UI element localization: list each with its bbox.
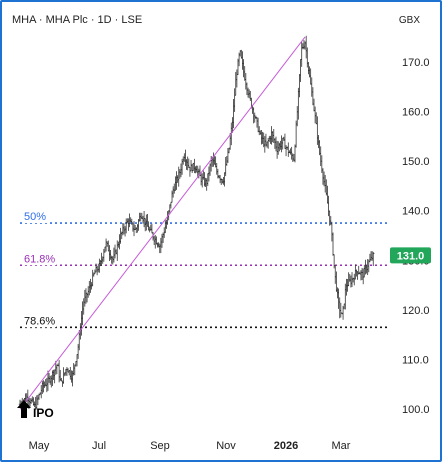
last-price-group: 131.0 <box>390 247 431 264</box>
y-tick-label: 100.0 <box>402 404 430 416</box>
ipo-label: IPO <box>33 406 54 420</box>
x-tick-label: Sep <box>150 440 170 452</box>
price-chart[interactable]: MHA · MHA Plc · 1D · LSE GBX 50% 61.8% 78.… <box>2 2 440 460</box>
y-tick-label: 170.0 <box>402 57 430 69</box>
fib-label-bg <box>23 315 57 328</box>
y-tick-label: 120.0 <box>402 305 430 317</box>
chart-title: MHA · MHA Plc · 1D · LSE <box>12 14 142 26</box>
x-tick-label: May <box>29 440 50 452</box>
x-tick-label: Jul <box>92 440 106 452</box>
fibonacci-levels: 50% 61.8% 78.6% <box>20 211 388 329</box>
trend-line-group <box>19 36 306 410</box>
fib-level-label: 61.8% <box>24 253 55 265</box>
up-arrow-icon <box>17 400 31 418</box>
x-tick-label: 2026 <box>274 440 298 452</box>
currency-label: GBX <box>399 15 420 26</box>
x-tick-label: Mar <box>332 440 351 452</box>
fib-label-bg <box>23 253 57 266</box>
annotation-group: IPO <box>17 400 54 420</box>
last-price-badge <box>390 247 431 264</box>
x-tick-label: Nov <box>216 440 236 452</box>
last-price-label: 131.0 <box>397 250 425 262</box>
fib-level-label: 50% <box>24 211 46 223</box>
y-tick-label: 110.0 <box>402 355 429 367</box>
fib-label-bg <box>23 211 48 224</box>
ohlc-bars <box>18 35 375 412</box>
y-tick-label: 160.0 <box>402 106 430 118</box>
fib-level-label: 78.6% <box>24 315 55 327</box>
y-tick-label: 140.0 <box>402 206 430 218</box>
y-tick-label: 150.0 <box>402 156 430 168</box>
trend-line[interactable] <box>19 36 306 410</box>
x-axis: May Jul Sep Nov 2026 Mar <box>29 440 351 452</box>
